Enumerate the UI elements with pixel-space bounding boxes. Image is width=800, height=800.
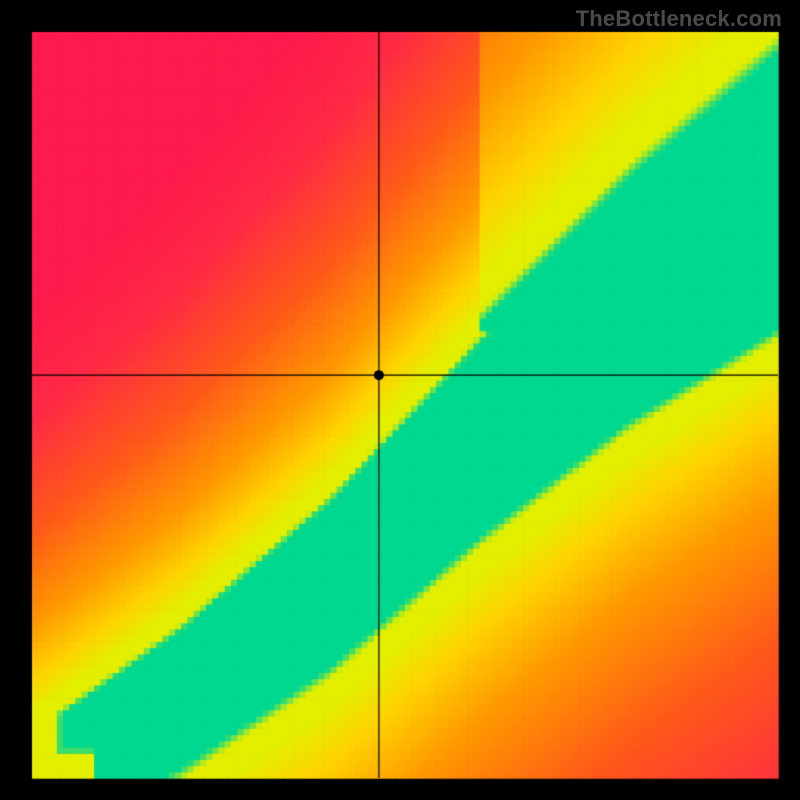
- bottleneck-heatmap: [0, 0, 800, 800]
- watermark-text: TheBottleneck.com: [576, 6, 782, 32]
